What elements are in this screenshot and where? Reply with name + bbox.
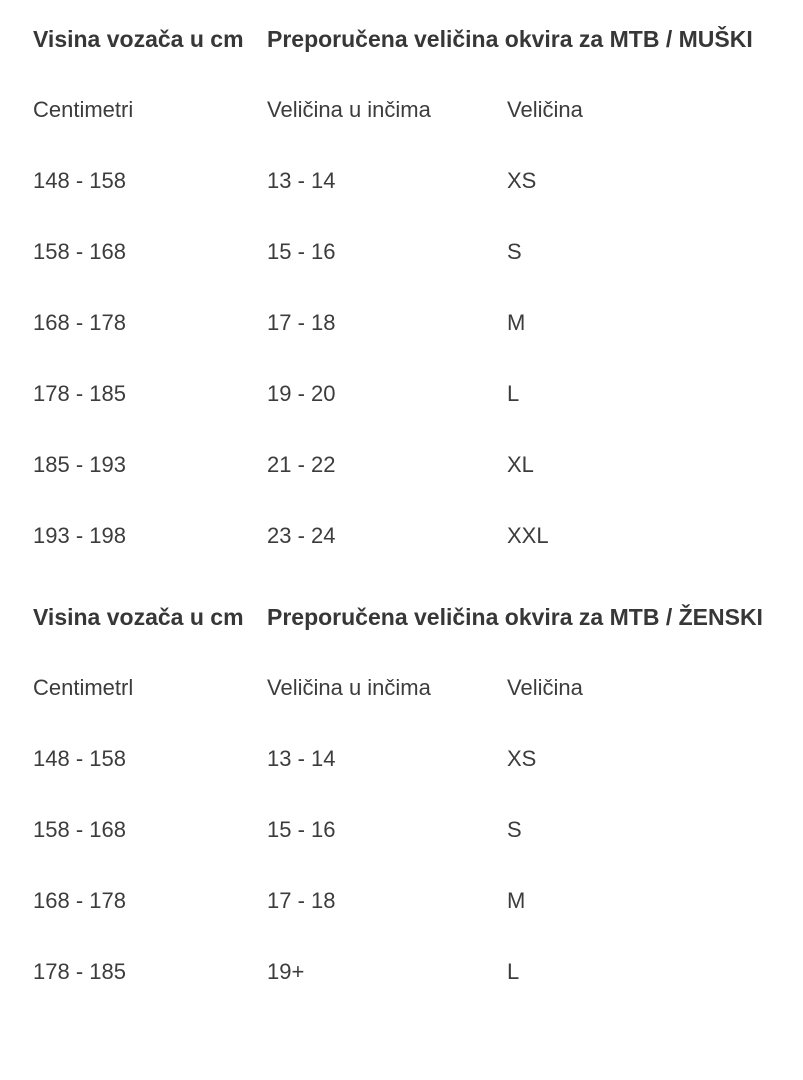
cell-cm-range: 168 - 178	[33, 888, 126, 913]
size-table-women: Visina vozača u cm Preporučena veličina …	[33, 606, 783, 983]
cell-inch-range: 15 - 16	[267, 817, 336, 842]
table-header-row: Visina vozača u cm Preporučena veličina …	[33, 28, 783, 51]
subheader-size: Veličina	[507, 675, 583, 700]
cell-cm-range: 178 - 185	[33, 959, 126, 984]
cell-size-label: S	[507, 817, 522, 842]
table-row: 185 - 193 21 - 22 XL	[33, 454, 783, 476]
cell-cm-range: 193 - 198	[33, 523, 126, 548]
cell-cm-range: 148 - 158	[33, 746, 126, 771]
cell-size-label: M	[507, 310, 526, 335]
subheader-size-inches: Veličina u inčima	[267, 675, 431, 700]
subheader-centimeters: Centimetri	[33, 97, 134, 122]
cell-size-label: L	[507, 959, 520, 984]
cell-inch-range: 19+	[267, 959, 305, 984]
header-rider-height: Visina vozača u cm	[33, 604, 244, 630]
cell-inch-range: 13 - 14	[267, 168, 336, 193]
subheader-size: Veličina	[507, 97, 583, 122]
header-rider-height: Visina vozača u cm	[33, 26, 244, 52]
cell-size-label: L	[507, 381, 520, 406]
subheader-row: Centimetrl Veličina u inčima Veličina	[33, 677, 783, 699]
table-row: 148 - 158 13 - 14 XS	[33, 170, 783, 192]
cell-inch-range: 19 - 20	[267, 381, 336, 406]
cell-inch-range: 21 - 22	[267, 452, 336, 477]
cell-size-label: XXL	[507, 523, 549, 548]
subheader-centimeters: Centimetrl	[33, 675, 134, 700]
table-row: 178 - 185 19 - 20 L	[33, 383, 783, 405]
subheader-size-inches: Veličina u inčima	[267, 97, 431, 122]
table-row: 158 - 168 15 - 16 S	[33, 241, 783, 263]
cell-size-label: XS	[507, 746, 537, 771]
size-table-men: Visina vozača u cm Preporučena veličina …	[33, 28, 783, 547]
cell-cm-range: 168 - 178	[33, 310, 126, 335]
header-recommended-frame-size: Preporučena veličina okvira za MTB / MUŠ…	[267, 26, 753, 52]
cell-cm-range: 148 - 158	[33, 168, 126, 193]
cell-inch-range: 17 - 18	[267, 888, 336, 913]
cell-inch-range: 23 - 24	[267, 523, 336, 548]
cell-cm-range: 158 - 168	[33, 239, 126, 264]
table-row: 168 - 178 17 - 18 M	[33, 890, 783, 912]
table-row: 193 - 198 23 - 24 XXL	[33, 525, 783, 547]
cell-inch-range: 15 - 16	[267, 239, 336, 264]
subheader-row: Centimetri Veličina u inčima Veličina	[33, 99, 783, 121]
table-header-row: Visina vozača u cm Preporučena veličina …	[33, 606, 783, 629]
table-row: 168 - 178 17 - 18 M	[33, 312, 783, 334]
cell-size-label: S	[507, 239, 522, 264]
header-recommended-frame-size: Preporučena veličina okvira za MTB / ŽEN…	[267, 604, 763, 630]
cell-inch-range: 17 - 18	[267, 310, 336, 335]
cell-size-label: XS	[507, 168, 537, 193]
table-row: 158 - 168 15 - 16 S	[33, 819, 783, 841]
cell-size-label: XL	[507, 452, 534, 477]
cell-cm-range: 158 - 168	[33, 817, 126, 842]
cell-inch-range: 13 - 14	[267, 746, 336, 771]
cell-cm-range: 185 - 193	[33, 452, 126, 477]
table-row: 148 - 158 13 - 14 XS	[33, 748, 783, 770]
cell-size-label: M	[507, 888, 526, 913]
table-row: 178 - 185 19+ L	[33, 961, 783, 983]
cell-cm-range: 178 - 185	[33, 381, 126, 406]
